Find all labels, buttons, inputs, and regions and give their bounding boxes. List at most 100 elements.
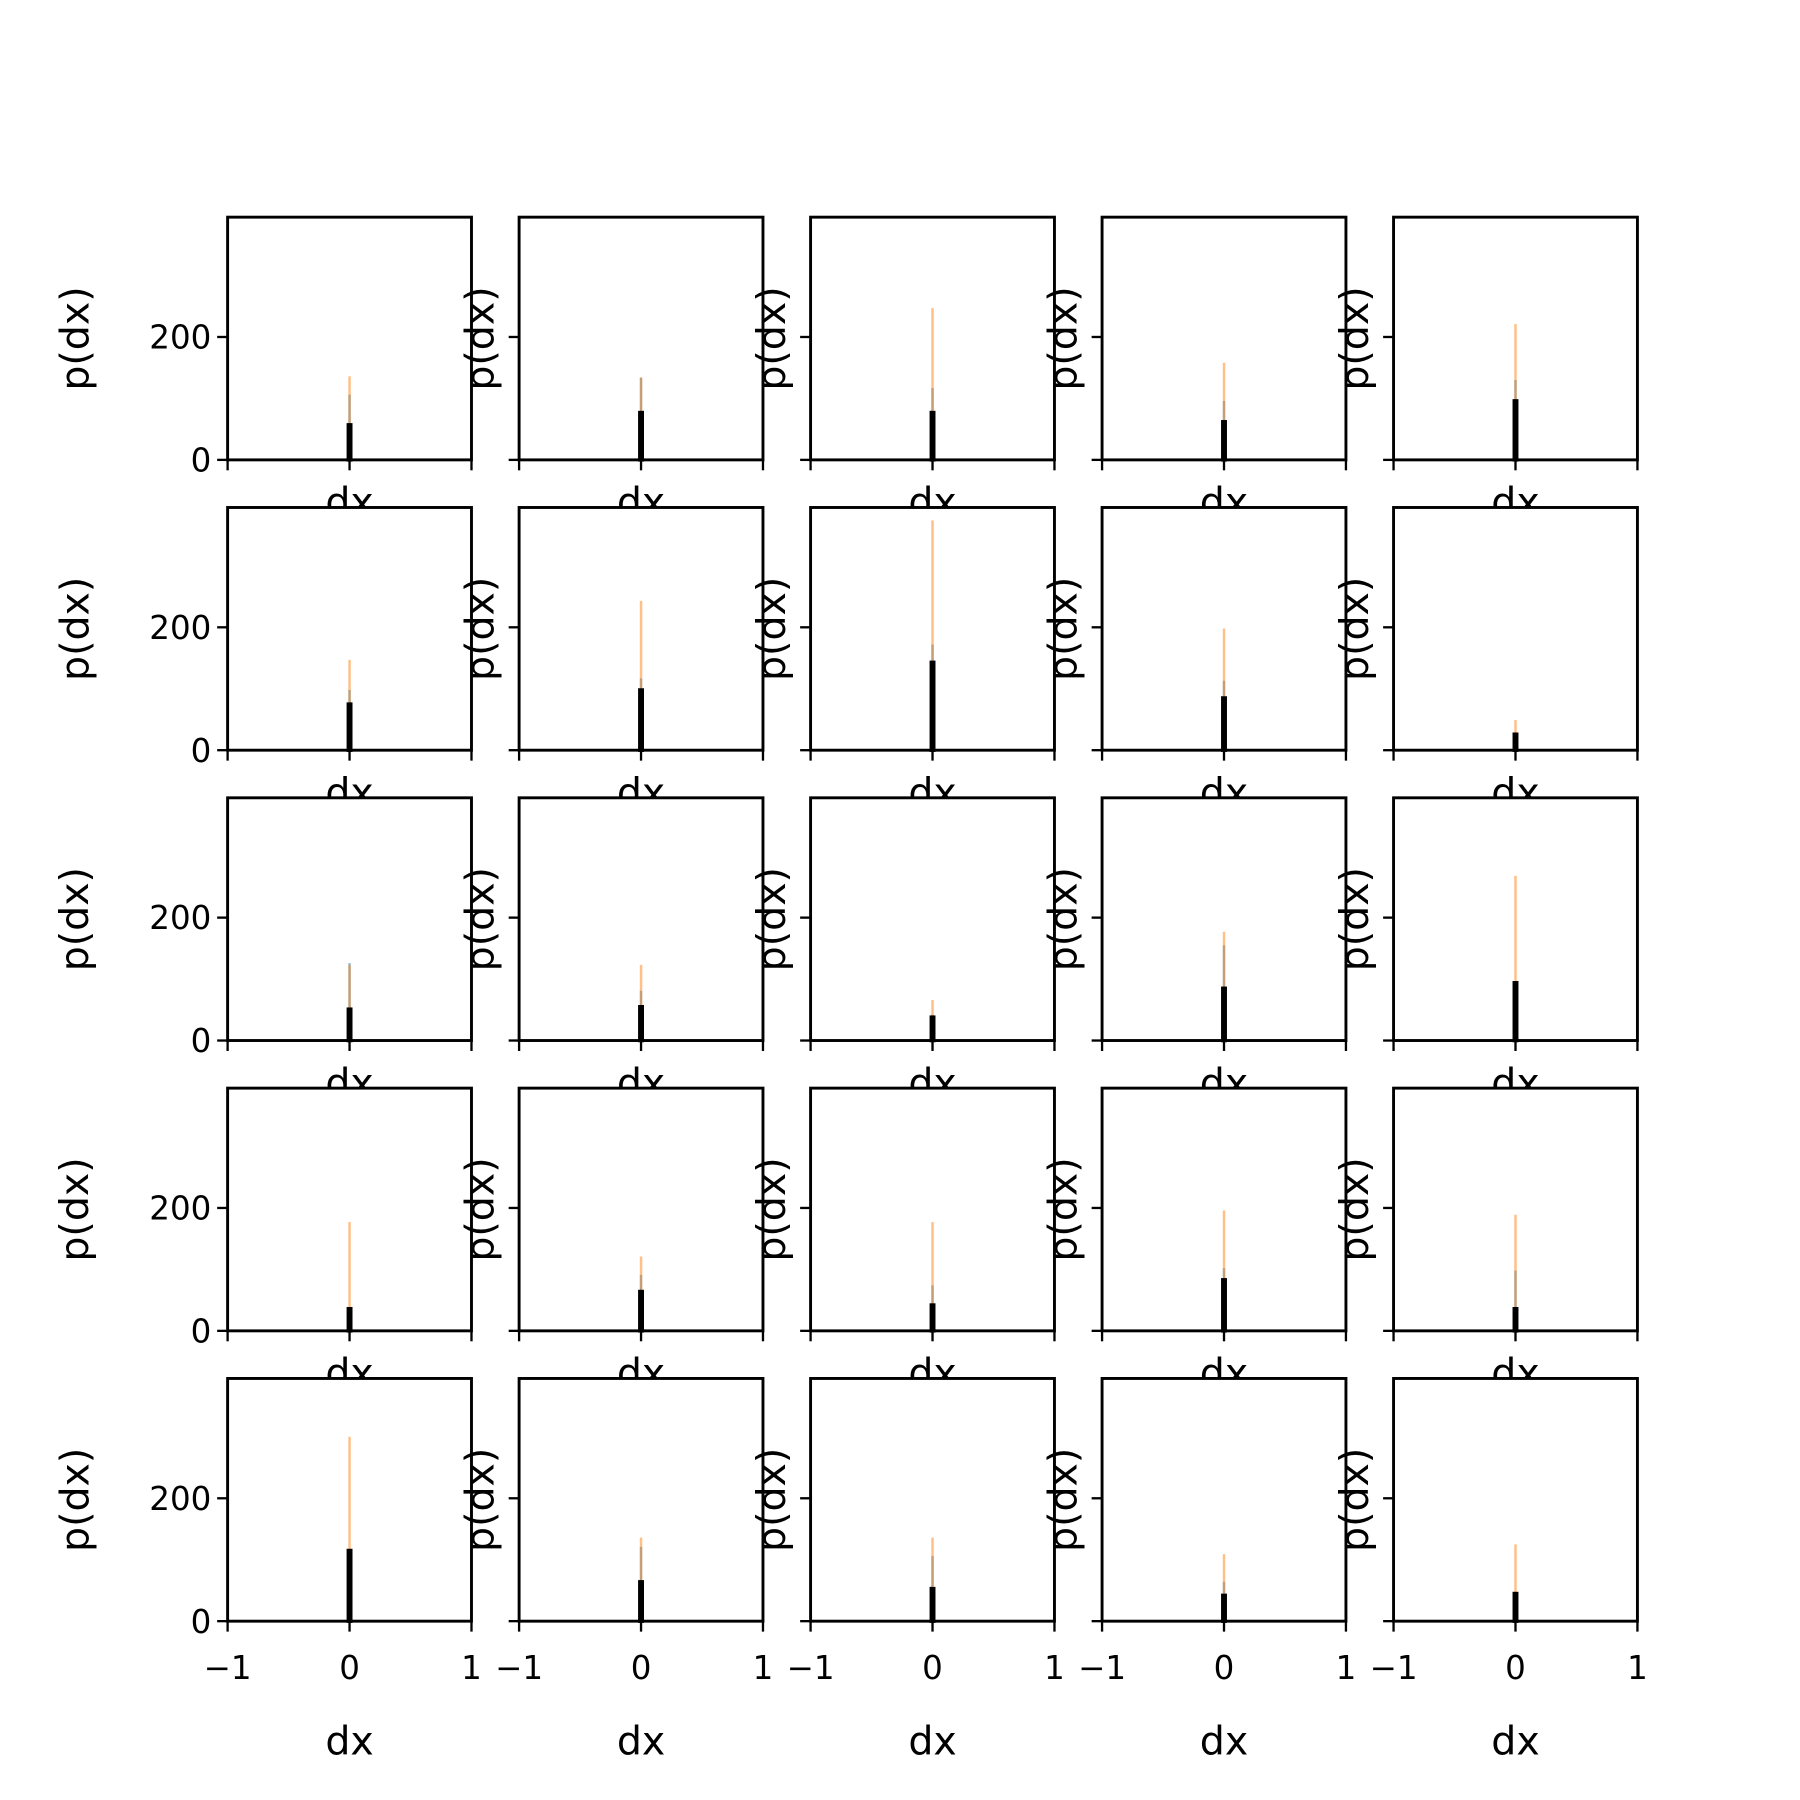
y-axis-label: p(dx) [1041, 867, 1087, 971]
x-tick-label: −1 [1078, 1649, 1126, 1687]
histogram-bar [348, 964, 351, 1041]
subplot: dxp(dx) [1041, 1086, 1348, 1397]
x-tick-label: −1 [1370, 1649, 1418, 1687]
histogram-bar [639, 600, 643, 751]
x-tick-label: 1 [461, 1649, 482, 1687]
x-tick-label: −1 [204, 1649, 252, 1687]
subplot: dxp(dx) [1041, 215, 1348, 526]
x-axis-label: dx [908, 1719, 956, 1765]
histogram-bar [638, 410, 644, 462]
histogram-bar [929, 1015, 936, 1043]
histogram-bar [1221, 1593, 1227, 1623]
histogram-bar [929, 1586, 936, 1623]
subplot: −1 0 1 0 200 dx p(dx) [52, 1377, 482, 1765]
y-tick-label: 200 [149, 319, 211, 357]
histogram-bar [931, 520, 934, 751]
x-tick-label: 1 [1336, 1649, 1357, 1687]
subplot: dxp(dx) [1332, 506, 1639, 816]
x-tick-label: 1 [753, 1649, 774, 1687]
histogram-bar [638, 1004, 644, 1043]
subplot: dxp(dx) [458, 215, 765, 526]
histogram-bar [1514, 324, 1517, 460]
y-axis-label: p(dx) [749, 867, 795, 971]
histogram-bar [929, 660, 936, 752]
y-axis-label: p(dx) [458, 577, 504, 681]
histogram-bar [348, 1222, 351, 1331]
subplot: dxp(dx) [1041, 796, 1348, 1106]
x-tick-label: −1 [495, 1649, 543, 1687]
histogram-bar [639, 964, 643, 1041]
y-axis-label: p(dx) [52, 577, 98, 681]
y-axis-label: p(dx) [52, 1157, 98, 1261]
histogram-bar [1221, 986, 1227, 1043]
y-tick-label: 200 [149, 609, 211, 647]
y-tick-label: 0 [191, 1603, 212, 1641]
y-axis-label: p(dx) [1041, 1157, 1087, 1261]
histogram-bar [1222, 362, 1226, 460]
y-axis-label: p(dx) [749, 1157, 795, 1261]
y-axis-label: p(dx) [1332, 1448, 1378, 1552]
y-axis-label: p(dx) [52, 1448, 98, 1552]
histogram-bar [929, 1303, 936, 1333]
y-axis-label: p(dx) [1332, 1157, 1378, 1261]
histogram-bar [638, 1580, 644, 1623]
subplot: −1 0 1 dx p(dx) [1041, 1377, 1357, 1765]
figure-body: 0200dxp(dx)dxp(dx)dxp(dx)dxp(dx)dxp(dx)0… [52, 215, 1648, 1765]
subplot: −1 0 1 dx p(dx) [458, 1377, 774, 1765]
y-axis-label: p(dx) [749, 286, 795, 390]
y-axis-label: p(dx) [1332, 577, 1378, 681]
y-axis-label: p(dx) [749, 577, 795, 681]
x-tick-label: 0 [339, 1649, 360, 1687]
histogram-bar [931, 1537, 934, 1622]
histogram-bar [1221, 1278, 1227, 1333]
y-tick-label: 0 [191, 1022, 212, 1060]
subplot: dxp(dx) [1332, 215, 1639, 526]
x-axis-label: dx [1491, 1719, 1539, 1765]
y-axis-label: p(dx) [52, 867, 98, 971]
y-axis-label: p(dx) [458, 867, 504, 971]
y-axis-label: p(dx) [1332, 286, 1378, 390]
y-tick-label: 0 [191, 732, 212, 770]
x-tick-label: 0 [1505, 1649, 1526, 1687]
y-axis-label: p(dx) [1041, 577, 1087, 681]
axes-background [1393, 507, 1638, 751]
histogram-bar [1222, 1210, 1226, 1331]
histogram-bar [931, 1222, 934, 1331]
subplot: dxp(dx) [458, 1086, 765, 1397]
histogram-bar [639, 1537, 643, 1622]
subplot: dxp(dx) [749, 796, 1056, 1106]
y-tick-label: 0 [191, 441, 212, 479]
y-axis-label: p(dx) [458, 1157, 504, 1261]
x-tick-label: 0 [631, 1649, 652, 1687]
x-tick-label: 0 [922, 1649, 943, 1687]
histogram-bar [1512, 1306, 1519, 1333]
x-tick-label: 0 [1214, 1649, 1235, 1687]
histogram-bar [346, 423, 353, 462]
x-tick-label: 1 [1627, 1649, 1648, 1687]
y-axis-label: p(dx) [458, 1448, 504, 1552]
subplot: dxp(dx) [1332, 1086, 1639, 1397]
histogram-bar [1514, 1544, 1517, 1622]
histogram-bar [346, 1306, 353, 1333]
histogram-bar [931, 308, 934, 460]
histogram-bar [638, 688, 644, 752]
histogram-bar [1512, 981, 1519, 1043]
subplot: dxp(dx) [749, 506, 1056, 816]
subplot: dxp(dx) [1041, 506, 1348, 816]
histogram-bar [1514, 1214, 1517, 1331]
histogram-bar [346, 702, 353, 752]
x-axis-label: dx [617, 1719, 665, 1765]
histogram-bar [1512, 732, 1519, 752]
subplot: dxp(dx) [458, 796, 765, 1106]
subplot: dxp(dx) [749, 215, 1056, 526]
subplot: −1 0 1 dx p(dx) [1332, 1377, 1648, 1765]
x-axis-label: dx [325, 1719, 373, 1765]
x-tick-label: 1 [1044, 1649, 1065, 1687]
y-axis-label: p(dx) [458, 286, 504, 390]
y-axis-label: p(dx) [749, 1448, 795, 1552]
